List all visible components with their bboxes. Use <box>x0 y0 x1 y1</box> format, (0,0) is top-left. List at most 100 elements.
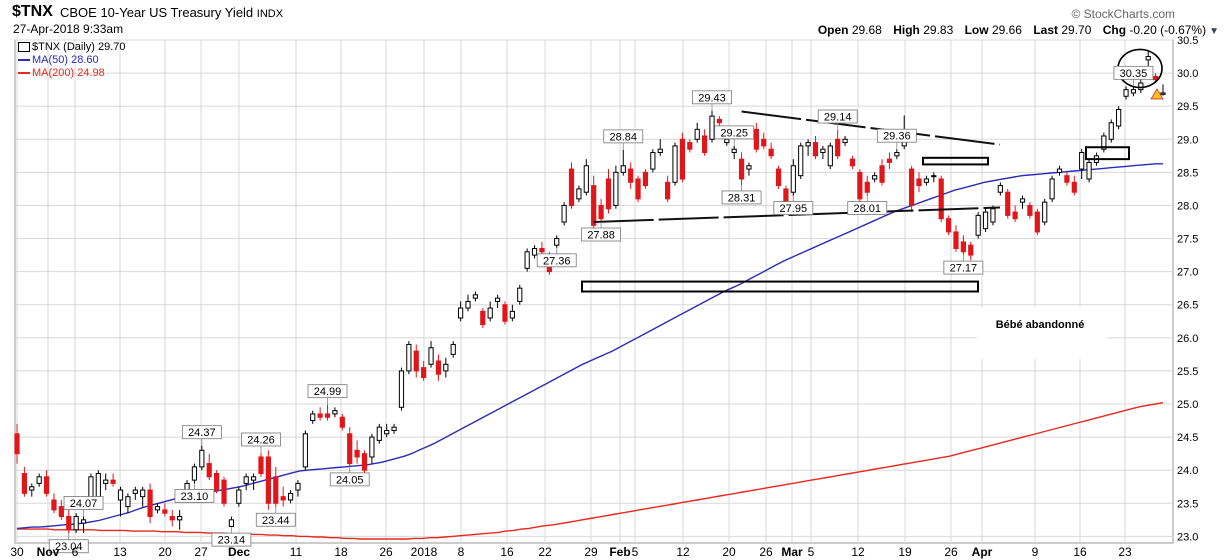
price-label: 24.37 <box>188 427 216 439</box>
candle-body <box>287 492 294 501</box>
candle-body <box>768 148 774 157</box>
y-tick-label: 27.5 <box>1177 234 1198 246</box>
price-label-box <box>581 227 621 242</box>
candle-body <box>317 413 323 418</box>
y-axis: 23.0 23.5 24.0 24.5 25.0 25.5 26.0 26.5 27.0 27.5… <box>1177 35 1198 543</box>
ma200-path <box>17 402 1164 540</box>
price-label-box <box>876 128 917 143</box>
candle-body <box>95 473 101 498</box>
candle-body <box>494 297 501 302</box>
candle-body <box>679 138 686 180</box>
candle-body <box>568 168 575 206</box>
candle-body <box>472 294 478 299</box>
candle-body <box>295 482 301 491</box>
candle-body <box>702 135 708 154</box>
chart-legend: $TNX (Daily) 29.70 MA(50) 28.60 MA(200) … <box>18 41 126 80</box>
x-tick-label: 23 <box>1118 545 1132 559</box>
candle-body <box>1108 122 1114 140</box>
candle-body <box>539 247 545 253</box>
price-label: 29.14 <box>824 112 852 124</box>
x-tick-label: 13 <box>113 545 127 559</box>
candle-body <box>406 343 412 372</box>
x-tick-label: 27 <box>194 545 208 559</box>
candle-body <box>591 185 597 226</box>
candle-body <box>443 363 449 372</box>
candle-body <box>886 158 893 163</box>
candle-body <box>310 413 316 422</box>
candle-body <box>620 165 626 173</box>
candle-body <box>650 152 656 170</box>
candle-body <box>250 476 257 481</box>
candle-body <box>1116 108 1122 127</box>
price-label-box <box>63 496 104 510</box>
price-label: 28.31 <box>728 192 756 204</box>
y-tick-label: 24.5 <box>1177 432 1198 444</box>
candle-body <box>872 175 878 180</box>
gap-box <box>922 156 989 166</box>
candle-body <box>1145 56 1151 61</box>
x-tick-label: 12 <box>676 545 690 559</box>
price-label-box <box>1113 65 1154 80</box>
x-tick-label: 2018 <box>411 545 438 559</box>
price-label: 28.84 <box>610 131 638 143</box>
y-tick-label: 25.0 <box>1177 399 1198 411</box>
candle-body <box>206 463 212 478</box>
price-label-box <box>536 253 577 268</box>
annotation-box <box>977 307 1107 359</box>
x-tick-label: 26 <box>379 545 393 559</box>
price-label-box <box>817 109 858 124</box>
candle-body <box>1101 135 1107 150</box>
candle-body <box>51 499 57 511</box>
candle-body <box>724 138 730 144</box>
x-tick-label: 22 <box>538 545 552 559</box>
x-tick-label: 19 <box>898 545 912 559</box>
x-tick-label: 18 <box>334 545 348 559</box>
price-label: 23.14 <box>218 535 246 547</box>
price-label-box <box>721 190 762 205</box>
candle-body <box>1019 198 1026 203</box>
candle-body <box>982 211 989 230</box>
brand-logo[interactable]: © StockCharts.com <box>1071 7 1175 21</box>
candle-body <box>214 473 220 491</box>
x-tick-label: 16 <box>500 545 514 559</box>
price-label-box <box>211 532 252 547</box>
y-tick-label: 28.0 <box>1177 200 1198 212</box>
x-tick-label: 20 <box>722 545 736 559</box>
price-label: 30.35 <box>1120 68 1148 80</box>
candle-body <box>29 486 35 491</box>
candle-body <box>332 410 338 415</box>
candle-body <box>162 509 168 514</box>
price-label: 27.88 <box>587 230 615 242</box>
candle-body <box>1034 211 1040 233</box>
candle-body <box>487 307 493 319</box>
x-tick-label: 9 <box>1032 545 1039 559</box>
price-label-box <box>692 90 732 105</box>
candle-body <box>140 489 146 498</box>
instrument-name: CBOE 10-Year US Treasury Yield INDX <box>60 5 284 20</box>
candle-body <box>923 178 930 183</box>
candle-body <box>391 426 397 431</box>
y-tick-label: 29.5 <box>1177 101 1198 113</box>
candle-body <box>709 115 715 140</box>
candle-body <box>916 178 922 187</box>
dropdown-arrow-icon[interactable]: ▼ <box>1209 26 1219 37</box>
y-tick-label: 28.5 <box>1177 167 1198 179</box>
chart-header: $TNX CBOE 10-Year US Treasury Yield INDX… <box>0 0 1227 40</box>
candle-body <box>665 181 671 200</box>
candle-body <box>80 519 87 524</box>
price-label: 24.99 <box>314 386 342 398</box>
price-label: 24.26 <box>247 434 275 446</box>
timestamp: 27-Apr-2018 9:33am <box>13 22 124 36</box>
candle-body <box>857 171 863 200</box>
candle-body <box>428 347 434 365</box>
candle-body <box>605 178 612 210</box>
candle-body <box>132 489 138 494</box>
candle-body <box>1153 75 1159 81</box>
candle-body <box>1138 82 1144 91</box>
candle-body <box>273 476 279 504</box>
candle-body <box>938 178 944 220</box>
price-label: 23.04 <box>55 541 83 553</box>
candle-body <box>1130 89 1137 94</box>
candle-body <box>657 148 663 154</box>
